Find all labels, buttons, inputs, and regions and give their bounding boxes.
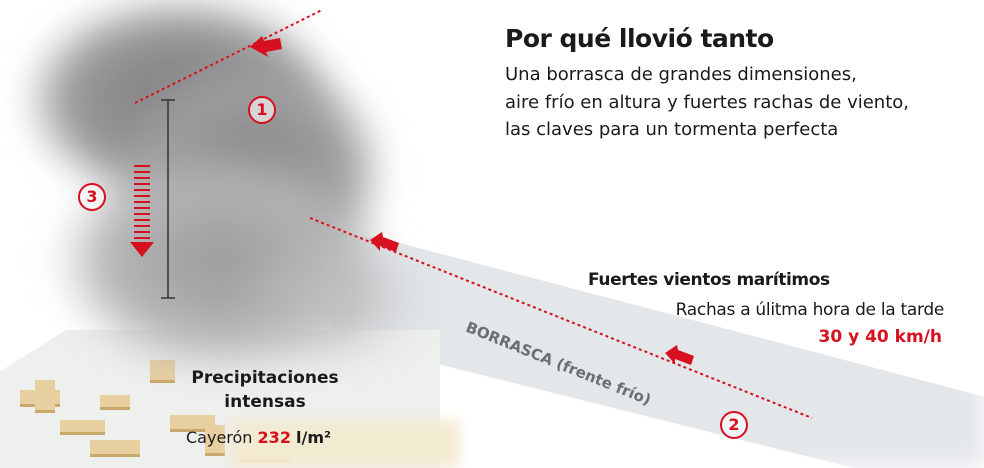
winds-subtitle: Rachas a úlitma hora de la tarde	[675, 300, 945, 320]
arrow-left-icon	[665, 345, 694, 365]
height-bar	[161, 99, 175, 299]
winds-value: 30 y 40 km/h	[818, 327, 942, 347]
building	[205, 425, 225, 456]
building	[150, 360, 175, 383]
precip-value: 232	[257, 428, 291, 447]
arrow-left-icon	[370, 232, 399, 252]
precip-prefix: Cayerón	[186, 428, 253, 447]
page-title: Por qué llovió tanto	[505, 24, 774, 53]
building	[100, 395, 130, 410]
precip-title-line: intensas	[224, 392, 306, 412]
arrow-left-icon	[250, 36, 282, 57]
precip-unit: l/m²	[296, 428, 332, 447]
cold-air-down-arrow-icon	[130, 165, 154, 257]
building	[170, 415, 215, 432]
subtitle-line: aire frío en altura y fuertes rachas de …	[505, 92, 909, 113]
subtitle-line: las claves para un tormenta perfecta	[505, 119, 839, 140]
winds-title: Fuertes vientos marítimos	[588, 270, 830, 290]
precip-title-line: Precipitaciones	[191, 368, 339, 388]
storm-cloud	[230, 230, 430, 370]
precip-title: Precipitaciones intensas	[180, 366, 350, 414]
marker-2: 2	[720, 411, 748, 439]
building	[90, 440, 140, 457]
marker-1: 1	[248, 96, 276, 124]
upper-wind-line	[134, 9, 323, 104]
marker-3: 3	[78, 183, 106, 211]
building	[60, 420, 105, 435]
subtitle-line: Una borrasca de grandes dimensiones,	[505, 64, 857, 85]
building	[35, 380, 55, 413]
beach	[230, 420, 460, 468]
front-wind-line	[309, 217, 813, 419]
precip-amount: Cayerón 232 l/m²	[186, 428, 331, 447]
